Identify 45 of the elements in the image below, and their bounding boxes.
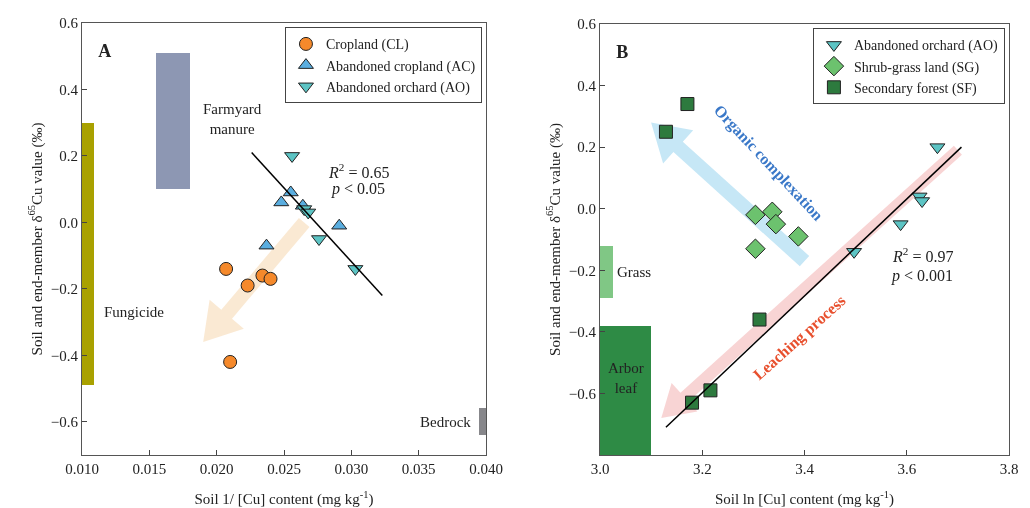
legend-label: Abandoned orchard (AO) <box>853 38 999 55</box>
y-tick-label: 0.0 <box>59 214 78 231</box>
y-tick-label: 0.2 <box>59 148 78 165</box>
annotation: R$^{2}$ = 0.65 <box>328 161 390 181</box>
x-tick-label: 0.040 <box>469 461 503 478</box>
series-label: Farmyard manure <box>203 101 262 137</box>
x-tick-label: 3.4 <box>795 461 815 478</box>
y-tick-label: 0.2 <box>577 139 596 156</box>
x-tick-label: 3.8 <box>999 461 1019 478</box>
series-label: Arbor leaf <box>608 360 644 396</box>
x-tick-label: 0.025 <box>267 461 301 478</box>
text: A <box>98 41 112 62</box>
legend-label: Abandoned cropland (AC) <box>325 58 476 75</box>
legend-label: Abandoned orchard (AO) <box>325 79 471 96</box>
legend-label: Shrub-grass land (SG) <box>853 59 980 76</box>
y-tick-label: −0.2 <box>50 281 78 298</box>
y-tick-label: −0.6 <box>50 414 79 431</box>
series-label: Fungicide <box>104 304 165 320</box>
y-tick-label: 0.4 <box>59 81 79 98</box>
annotation: R$^{2}$ = 0.97 <box>892 245 954 265</box>
x-tick-label: 0.030 <box>334 461 369 478</box>
annotation: p < 0.05 <box>331 180 386 198</box>
y-tick-label: 0.0 <box>577 200 596 217</box>
text: B <box>616 42 629 63</box>
x-axis-title: Soil ln [Cu] content (mg kg$^{-1}$) <box>714 488 895 508</box>
y-tick-label: −0.4 <box>568 324 597 341</box>
x-axis-title: Soil 1/ [Cu] content (mg kg$^{-1}$) <box>194 488 374 508</box>
legend-label: Secondary forest (SF) <box>853 80 978 97</box>
legend-label: Cropland (CL) <box>325 37 410 54</box>
annotation: p < 0.001 <box>891 267 954 285</box>
y-tick-label: −0.4 <box>50 347 79 364</box>
x-tick-label: 0.010 <box>65 461 99 478</box>
series-label: Bedrock <box>420 414 472 430</box>
x-tick-label: 3.2 <box>692 461 712 478</box>
x-tick-label: 0.035 <box>401 461 436 478</box>
x-tick-label: 0.020 <box>199 461 234 478</box>
series-label: Grass <box>617 264 652 280</box>
y-tick-label: 0.6 <box>59 15 79 32</box>
y-tick-label: −0.2 <box>568 262 596 279</box>
x-tick-label: 0.015 <box>132 461 167 478</box>
x-tick-label: 3.6 <box>897 461 917 478</box>
x-tick-label: 3.0 <box>590 461 610 478</box>
y-tick-label: −0.6 <box>568 385 597 402</box>
y-tick-label: 0.6 <box>577 16 597 33</box>
y-tick-label: 0.4 <box>577 77 597 94</box>
